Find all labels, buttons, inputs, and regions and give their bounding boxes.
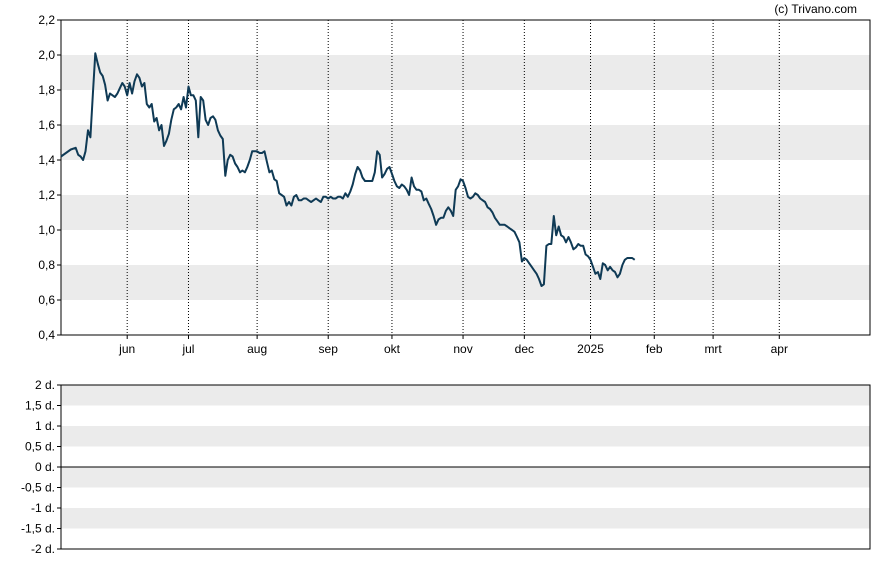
grid-band [61, 265, 870, 300]
y-tick-label: 2,0 [38, 48, 55, 62]
y-tick-label: 1,2 [38, 188, 55, 202]
price-series-line [60, 52, 636, 287]
y-tick-label: 2 d. [35, 378, 55, 392]
y-tick-label: 1 d. [35, 419, 55, 433]
y-tick-label: 0,5 d. [25, 440, 55, 454]
y-tick-label: -1 d. [31, 501, 55, 515]
x-tick-label: nov [453, 342, 472, 356]
x-tick-label: 2025 [577, 342, 604, 356]
x-tick-label: aug [247, 342, 267, 356]
dividend-chart: 2 d. 1,5 d. 1 d. 0,5 d. 0 d. -0,5 d. -1 d. -1,5… [21, 378, 871, 556]
price-chart: jun jul aug sep okt nov dec 2025 feb mrt apr 0,4 0,6… [38, 13, 871, 356]
grid-band [61, 385, 870, 406]
y-tick-label: -2 d. [31, 542, 55, 556]
x-tick-label: jul [181, 342, 194, 356]
grid-band [61, 467, 870, 488]
y-tick-label: 0,6 [38, 293, 55, 307]
x-tick-label: feb [646, 342, 663, 356]
y-tick-label: -0,5 d. [21, 481, 55, 495]
y-tick-label: 1,0 [38, 223, 55, 237]
y-tick-label: 1,8 [38, 83, 55, 97]
grid-band [61, 55, 870, 90]
x-tick-label: mrt [704, 342, 722, 356]
x-tick-label: sep [319, 342, 339, 356]
y-tick-label: 0,8 [38, 258, 55, 272]
x-tick-label: jun [118, 342, 135, 356]
copyright-text: (c) Trivano.com [774, 2, 857, 16]
y-tick-label: 2,2 [38, 13, 55, 27]
x-tick-label: okt [384, 342, 401, 356]
grid-band [61, 195, 870, 230]
plot-frame [60, 384, 871, 550]
plot-frame [60, 19, 871, 336]
y-tick-label: 1,6 [38, 118, 55, 132]
x-tick-label: apr [771, 342, 788, 356]
grid-band [61, 125, 870, 160]
y-tick-label: 1,5 d. [25, 399, 55, 413]
y-tick-label: 0 d. [35, 460, 55, 474]
grid-band [61, 508, 870, 529]
y-tick-label: 0,4 [38, 328, 55, 342]
x-tick-label: dec [515, 342, 534, 356]
y-tick-label: -1,5 d. [21, 522, 55, 536]
y-tick-label: 1,4 [38, 153, 55, 167]
grid-band [61, 426, 870, 447]
